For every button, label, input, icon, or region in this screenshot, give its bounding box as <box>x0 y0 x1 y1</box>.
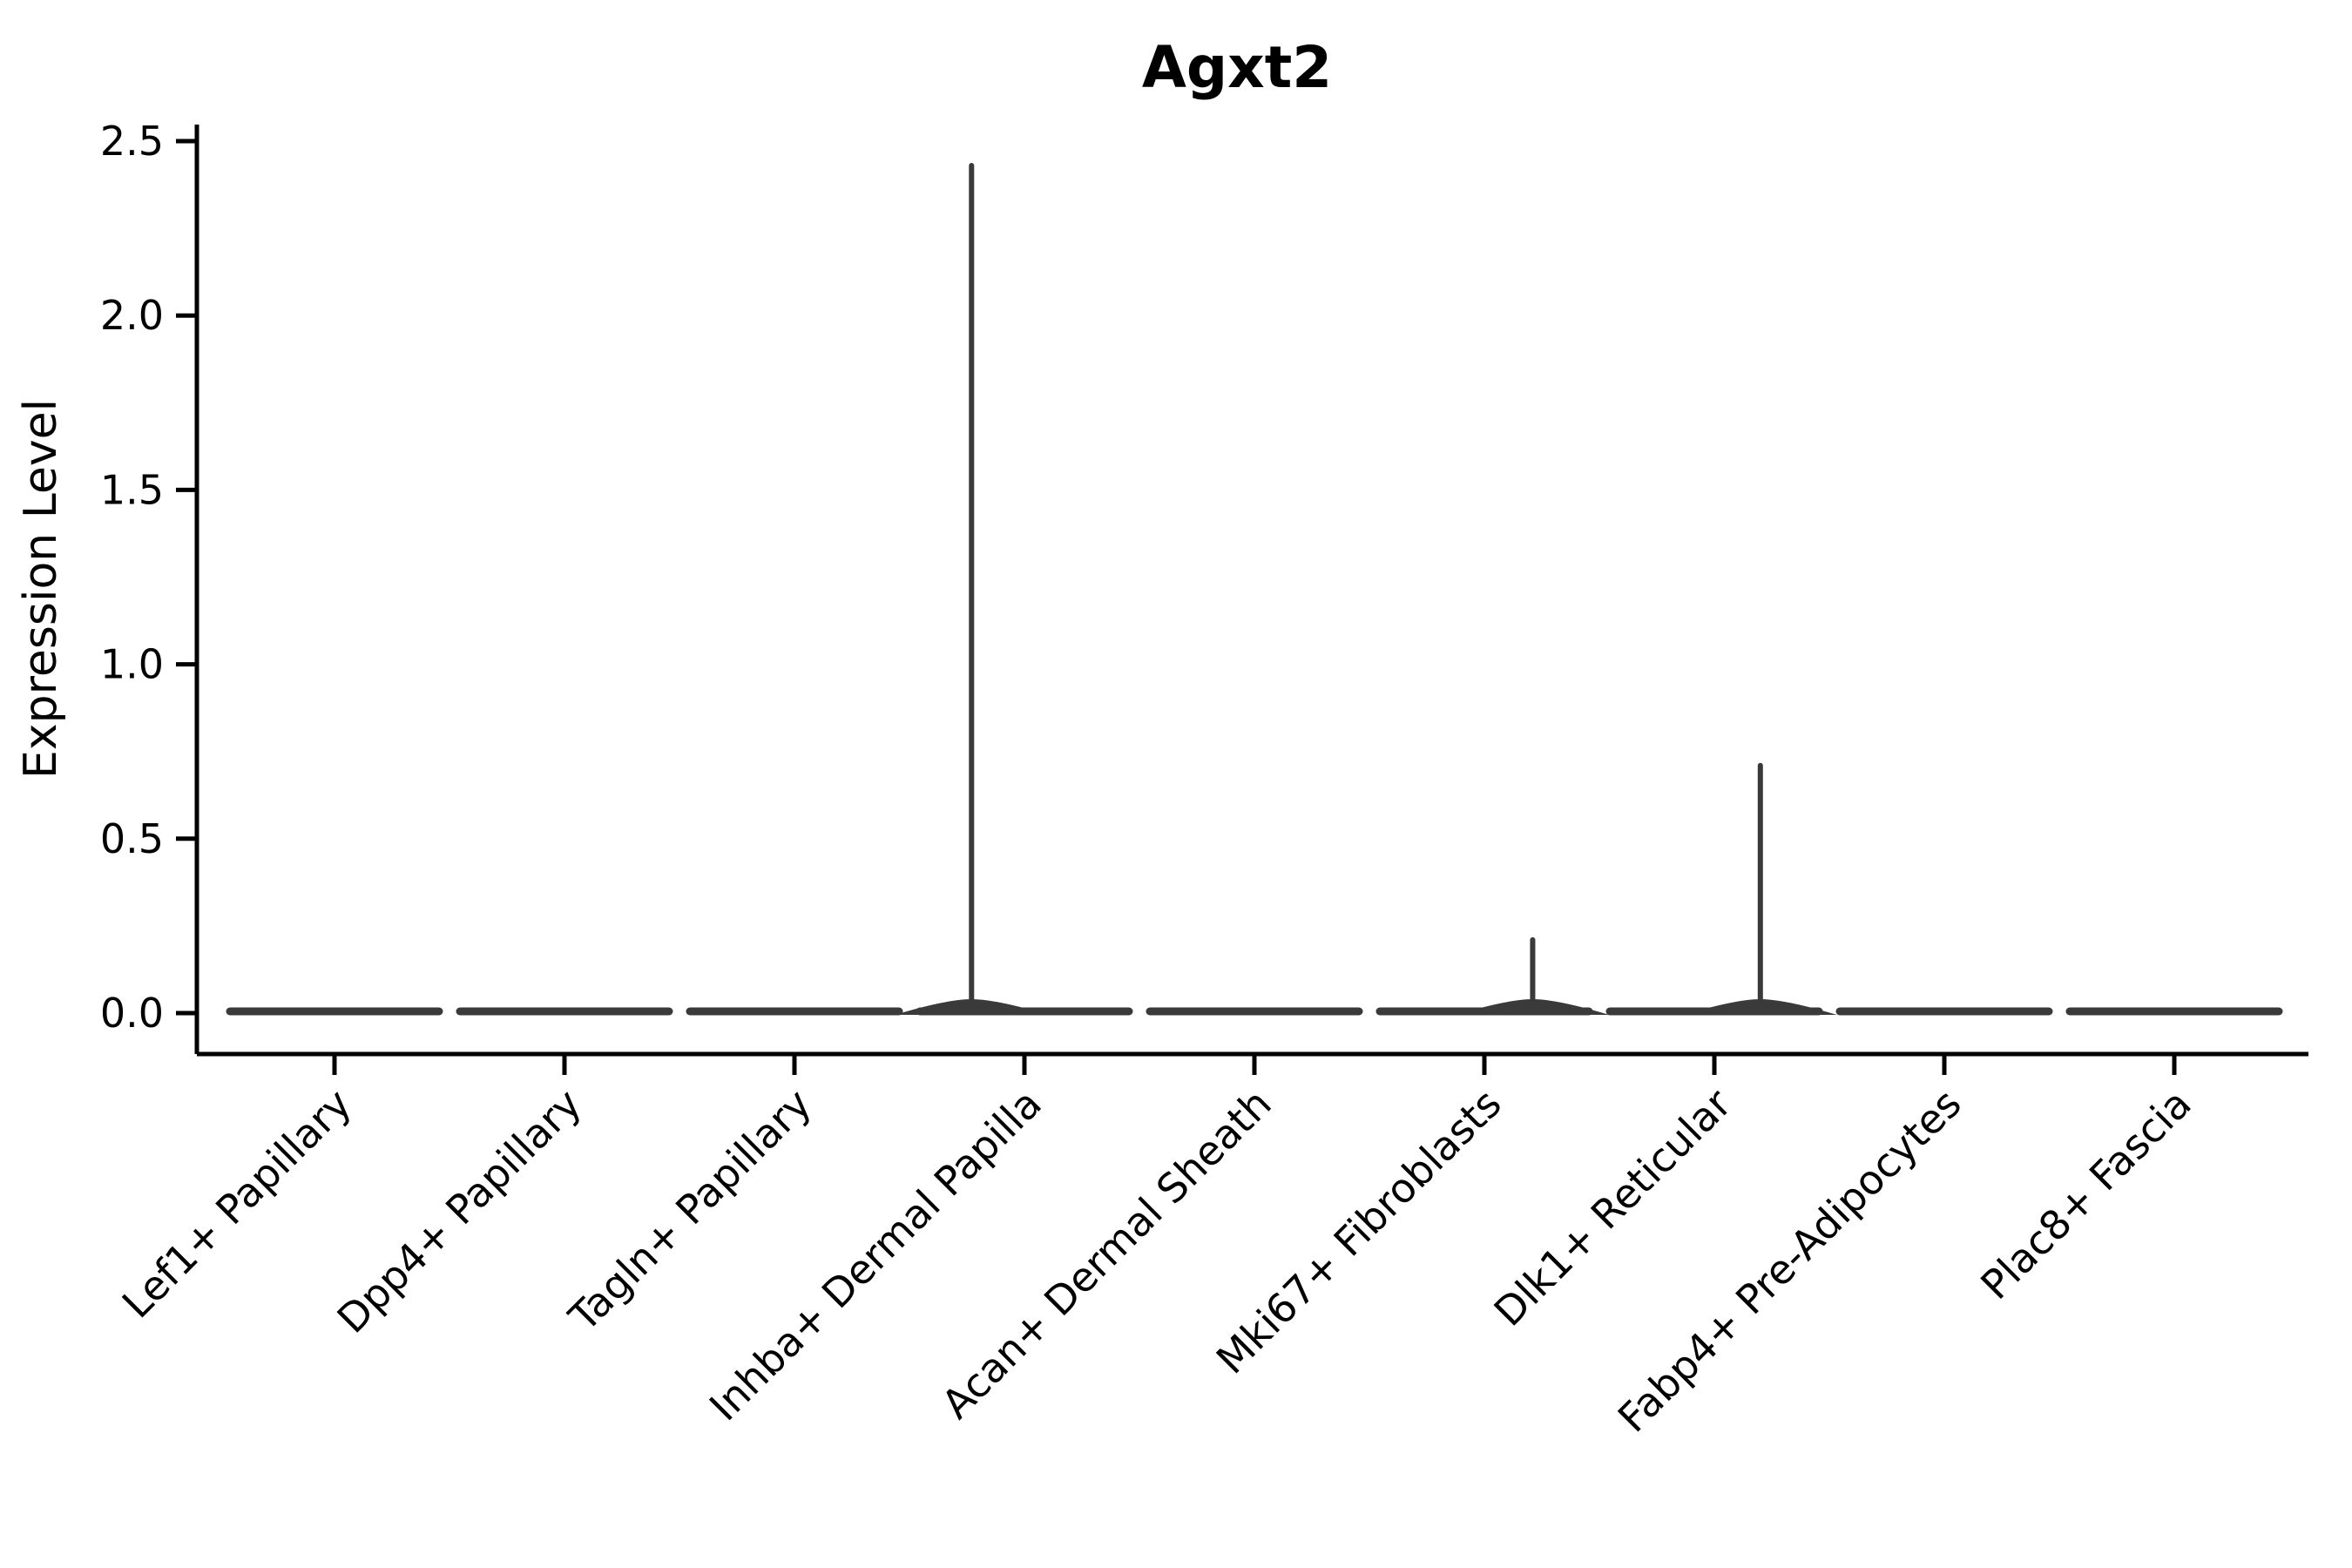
y-tick-label: 1.0 <box>100 641 164 688</box>
x-tick-label: Lef1+ Papillary <box>113 1080 361 1328</box>
x-tick-label: Tagln+ Papillary <box>559 1080 821 1342</box>
x-tick-label: Dpp4+ Papillary <box>328 1080 591 1342</box>
y-tick-label: 2.0 <box>100 292 164 339</box>
x-tick-label: Plac8+ Fascia <box>1971 1080 2200 1308</box>
y-axis-title: Expression Level <box>15 399 67 779</box>
y-tick-label: 1.5 <box>100 466 164 513</box>
x-tick-label: Dlk1+ Reticular <box>1485 1080 1740 1335</box>
y-tick-label: 0.5 <box>100 815 164 862</box>
y-tick-label: 2.5 <box>100 118 164 165</box>
chart-title: Agxt2 <box>1142 34 1332 101</box>
violin-layer <box>226 163 2283 1016</box>
y-tick-label: 0.0 <box>100 990 164 1037</box>
